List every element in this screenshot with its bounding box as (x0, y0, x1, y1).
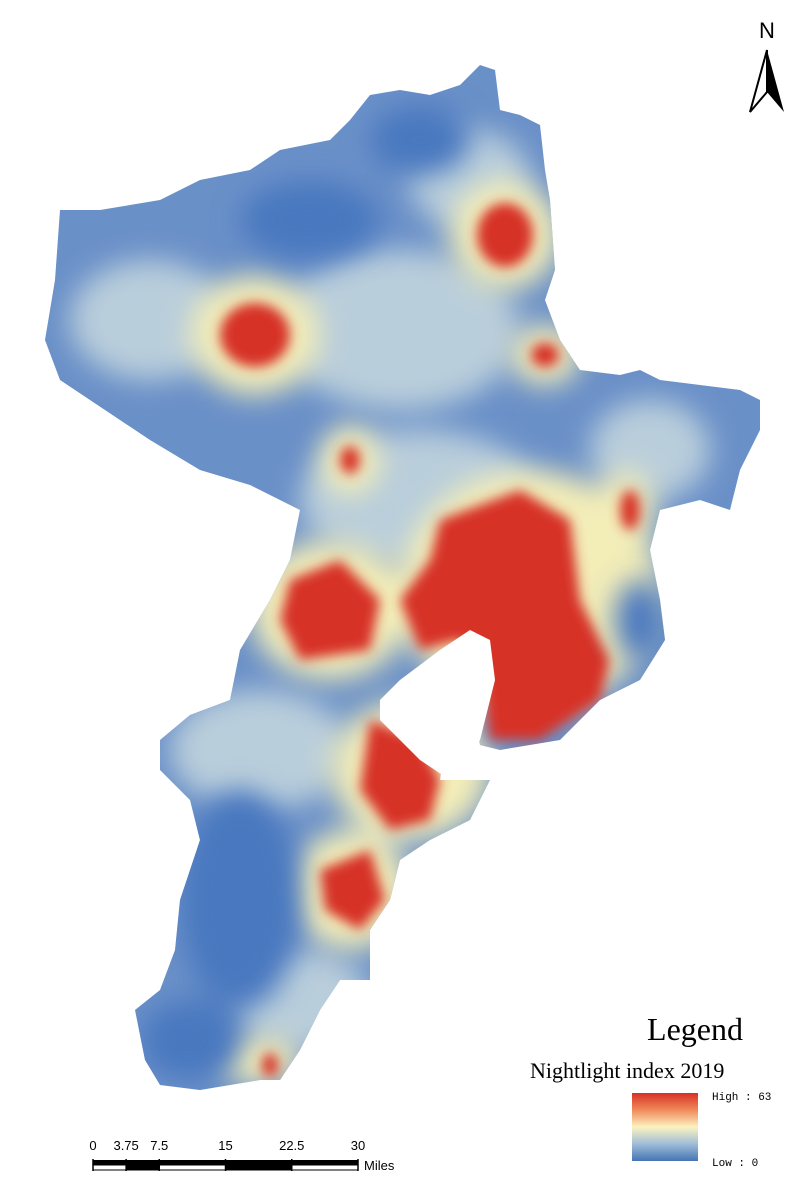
scale-segment (126, 1160, 160, 1165)
north-label: N (759, 18, 775, 43)
scale-unit: Miles (364, 1158, 395, 1173)
scale-label: 0 (89, 1138, 96, 1153)
legend-subtitle: Nightlight index 2019 (530, 1058, 724, 1083)
scale-label: 3.75 (113, 1138, 138, 1153)
legend-low: Low : 0 (712, 1158, 758, 1170)
scale-bar: 0 3.75 7.5 15 22.5 30 Miles (89, 1138, 394, 1173)
scale-segment (125, 1164, 160, 1171)
scale-segment (291, 1160, 358, 1165)
legend-high: High : 63 (712, 1092, 771, 1104)
scale-segment (158, 1164, 226, 1171)
north-arrow-left (749, 49, 768, 113)
legend-ramp (632, 1093, 698, 1161)
scale-segment (225, 1164, 293, 1171)
legend-title: Legend (647, 1011, 743, 1047)
scale-label: 15 (218, 1138, 232, 1153)
scale-label: 22.5 (279, 1138, 304, 1153)
scale-label: 7.5 (150, 1138, 168, 1153)
scale-segment (291, 1164, 359, 1171)
scale-label: 30 (351, 1138, 365, 1153)
scale-segment (92, 1164, 127, 1171)
bay (380, 630, 495, 780)
scale-segment (93, 1160, 127, 1165)
scale-segment (159, 1160, 226, 1165)
north-arrow-right (767, 50, 784, 112)
scale-segment (225, 1160, 292, 1165)
